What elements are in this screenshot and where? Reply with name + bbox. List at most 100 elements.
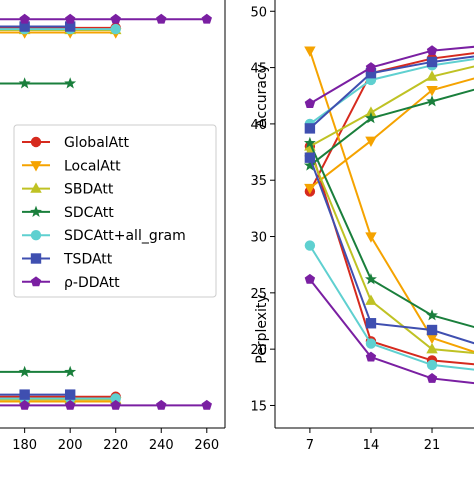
right-point-tsdatt-accuracy-14 bbox=[365, 68, 377, 79]
right-line-sdcatt-perplexity bbox=[308, 142, 474, 329]
right-point-sbdatt-perplexity-14 bbox=[365, 294, 377, 305]
right-y-tick-label-50: 50 bbox=[250, 5, 267, 20]
left-point-rho-ddatt-upper-180 bbox=[19, 13, 30, 24]
legend-label-sdcatt: SDCAtt bbox=[64, 205, 114, 221]
left-point-tsdatt-upper-200 bbox=[64, 21, 76, 32]
legend-marker-globalatt bbox=[30, 136, 42, 148]
right-point-rho-ddatt-accuracy-7 bbox=[304, 98, 316, 109]
legend-marker-tsdatt bbox=[30, 253, 42, 264]
left-x-tick-label-220: 220 bbox=[103, 438, 128, 453]
right-point-localatt-perplexity-21 bbox=[426, 333, 438, 345]
right-y-tick-label-40: 40 bbox=[250, 118, 267, 133]
right-line-localatt-perplexity bbox=[308, 50, 474, 353]
legend-label-sbdatt: SBDAtt bbox=[64, 182, 114, 198]
right-point-sdcatt-all-gram-perplexity-14 bbox=[365, 338, 377, 349]
right-line-globalatt-perplexity bbox=[308, 146, 474, 366]
right-point-localatt-perplexity-7 bbox=[304, 46, 316, 57]
left-x-tick-label-240: 240 bbox=[149, 438, 174, 453]
left-point-sdcatt-all-gram-upper-220 bbox=[110, 23, 121, 35]
right-point-tsdatt-perplexity-21 bbox=[426, 324, 438, 336]
right-point-sdcatt-perplexity-21 bbox=[426, 309, 438, 321]
left-point-rho-ddatt-lower-220 bbox=[110, 399, 121, 410]
right-x-tick-label-14: 14 bbox=[363, 438, 380, 453]
left-plot-area bbox=[0, 13, 212, 410]
left-point-sdcatt-all-gram-lower-220 bbox=[110, 393, 121, 404]
right-point-rho-ddatt-accuracy-14 bbox=[365, 62, 377, 72]
legend-label-sdcatt-all-gram: SDCAtt+all_gram bbox=[64, 228, 186, 244]
right-y-tick-label-15: 15 bbox=[250, 399, 267, 414]
legend-label-tsdatt: TSDAtt bbox=[63, 252, 113, 268]
right-point-sbdatt-perplexity-21 bbox=[426, 342, 438, 354]
legend-label-localatt: LocalAtt bbox=[64, 158, 121, 174]
right-y-label-accuracy: Accuracy bbox=[254, 64, 270, 128]
right-point-sdcatt-accuracy-14 bbox=[365, 112, 377, 124]
legend-label-globalatt: GlobalAtt bbox=[64, 135, 129, 151]
right-line-sbdatt-accuracy bbox=[309, 65, 474, 148]
right-line-sbdatt-perplexity bbox=[308, 151, 474, 355]
left-x-tick-label-260: 260 bbox=[194, 438, 219, 453]
left-point-sdcatt-upper-200 bbox=[64, 77, 77, 89]
right-line-tsdatt-accuracy bbox=[309, 55, 474, 130]
right-point-localatt-accuracy-7 bbox=[304, 183, 316, 195]
right-line-sdcatt-all-gram-perplexity bbox=[309, 245, 474, 371]
right-point-sdcatt-accuracy-7 bbox=[303, 159, 316, 171]
legend-marker-sbdatt bbox=[30, 182, 42, 193]
legend-marker-rho-ddatt bbox=[30, 276, 42, 287]
right-line-localatt-accuracy bbox=[309, 77, 474, 189]
right-point-rho-ddatt-perplexity-21 bbox=[426, 372, 438, 383]
right-point-tsdatt-perplexity-7 bbox=[304, 152, 316, 163]
left-point-rho-ddatt-upper-200 bbox=[64, 13, 76, 24]
right-point-rho-ddatt-perplexity-14 bbox=[365, 351, 377, 362]
left-point-tsdatt-lower-180 bbox=[19, 389, 30, 400]
right-point-rho-ddatt-perplexity-7 bbox=[304, 273, 316, 284]
right-plot-area bbox=[303, 45, 474, 385]
left-point-sdcatt-upper-180 bbox=[18, 77, 31, 89]
right-y-tick-label-35: 35 bbox=[250, 174, 267, 189]
right-point-tsdatt-accuracy-21 bbox=[426, 56, 438, 68]
right-y-tick-label-30: 30 bbox=[250, 231, 267, 246]
right-point-sdcatt-perplexity-7 bbox=[303, 136, 316, 149]
right-panel: 15 20 25 30 35 40 45 50 7 14 21 Accuracy Perplexity bbox=[250, 0, 474, 453]
left-point-rho-ddatt-upper-240 bbox=[156, 13, 167, 24]
left-point-rho-ddatt-upper-220 bbox=[110, 13, 121, 24]
right-y-tick-label-25: 25 bbox=[250, 287, 267, 302]
right-point-sbdatt-accuracy-21 bbox=[426, 70, 438, 81]
right-line-sdcatt-accuracy bbox=[309, 88, 474, 167]
right-point-sbdatt-accuracy-14 bbox=[365, 106, 377, 117]
legend-marker-sdcatt bbox=[30, 205, 42, 217]
legend: GlobalAtt LocalAtt SBDAtt SDCAtt SDCAtt+all_… bbox=[13, 124, 217, 298]
left-point-sdcatt-lower-200 bbox=[64, 365, 77, 377]
left-point-rho-ddatt-lower-240 bbox=[156, 399, 167, 410]
right-point-localatt-accuracy-14 bbox=[365, 136, 377, 148]
right-point-rho-ddatt-accuracy-21 bbox=[426, 45, 438, 56]
right-point-localatt-accuracy-21 bbox=[426, 85, 438, 97]
legend-marker-localatt bbox=[30, 161, 42, 172]
left-point-rho-ddatt-lower-180 bbox=[19, 399, 30, 410]
left-point-rho-ddatt-lower-200 bbox=[64, 399, 76, 410]
right-point-sdcatt-all-gram-perplexity-7 bbox=[304, 240, 316, 251]
left-panel: 180 200 220 240 260 bbox=[0, 0, 226, 453]
left-x-tick-label-180: 180 bbox=[12, 438, 37, 453]
right-y-tick-label-20: 20 bbox=[250, 343, 267, 358]
right-point-tsdatt-perplexity-14 bbox=[365, 318, 377, 329]
right-line-rho-ddatt-accuracy bbox=[309, 45, 474, 105]
right-x-tick-label-21: 21 bbox=[424, 438, 441, 453]
right-point-sdcatt-all-gram-perplexity-21 bbox=[426, 359, 438, 371]
left-point-tsdatt-lower-200 bbox=[64, 389, 76, 400]
right-x-tick-label-7: 7 bbox=[306, 438, 314, 453]
left-point-rho-ddatt-lower-260 bbox=[201, 399, 212, 410]
right-point-sdcatt-perplexity-14 bbox=[365, 273, 377, 285]
right-line-globalatt-accuracy bbox=[309, 52, 474, 192]
left-point-tsdatt-upper-180 bbox=[19, 21, 30, 32]
left-x-tick-label-200: 200 bbox=[58, 438, 83, 453]
legend-box bbox=[13, 124, 217, 298]
left-point-sdcatt-lower-180 bbox=[18, 365, 31, 377]
legend-label-rho-ddatt: ρ-DDAtt bbox=[64, 275, 120, 291]
right-point-tsdatt-accuracy-7 bbox=[304, 123, 316, 134]
right-point-sdcatt-accuracy-21 bbox=[426, 95, 438, 107]
left-point-rho-ddatt-upper-260 bbox=[201, 13, 212, 24]
right-y-tick-label-45: 45 bbox=[250, 62, 267, 77]
right-line-tsdatt-perplexity bbox=[308, 157, 474, 345]
